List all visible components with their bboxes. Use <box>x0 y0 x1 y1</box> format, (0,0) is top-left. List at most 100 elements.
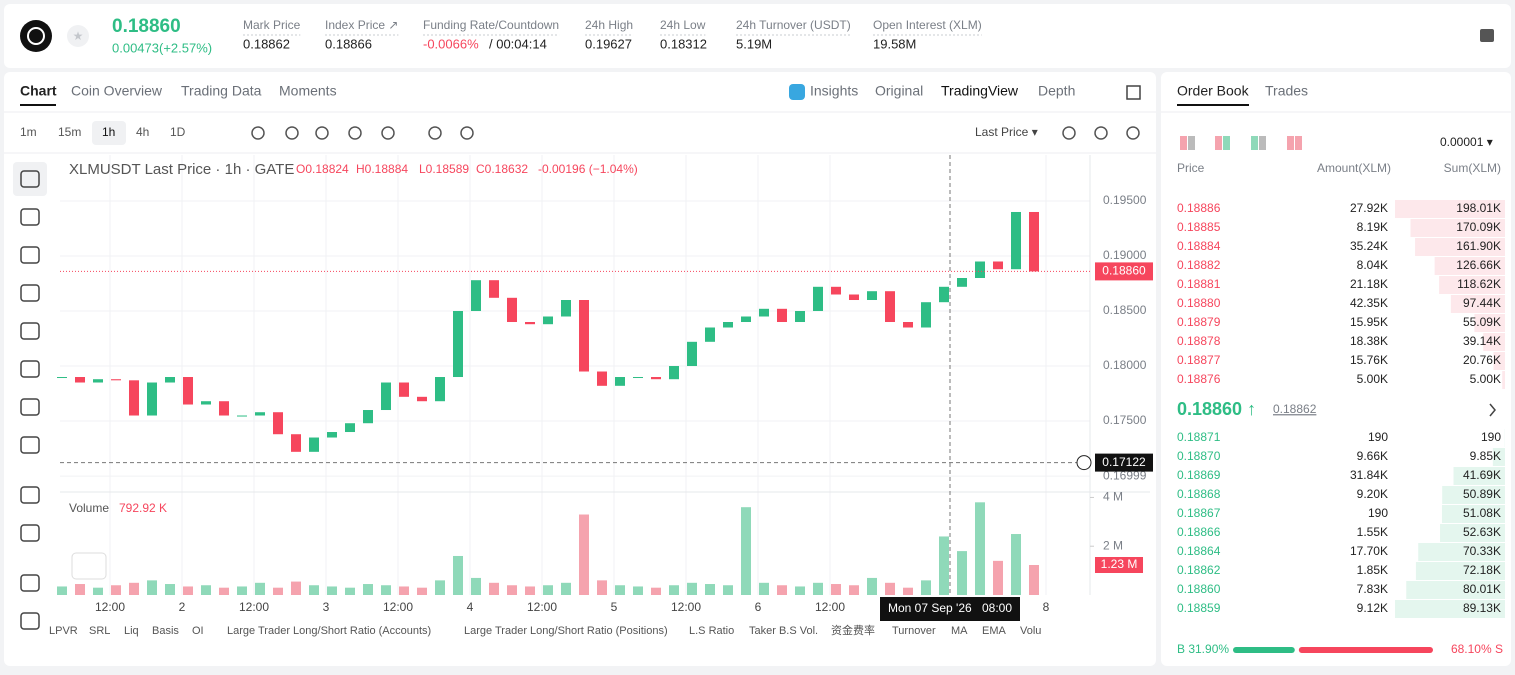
tab[interactable]: Moments <box>279 83 337 99</box>
ob-price: 0.18859 <box>1177 601 1221 615</box>
volume-bar <box>237 586 247 595</box>
indicator[interactable]: LPVR <box>49 625 78 637</box>
tab[interactable]: Trading Data <box>181 83 262 99</box>
ob-view[interactable] <box>1188 136 1195 150</box>
interval[interactable]: 1h <box>102 125 115 139</box>
ob-amount: 9.66K <box>1357 449 1388 463</box>
ob-view[interactable] <box>1215 136 1222 150</box>
indicator[interactable]: MA <box>951 625 968 637</box>
volume-bar <box>507 585 517 595</box>
tab[interactable]: Chart <box>20 83 57 99</box>
ob-sum: 9.85K <box>1470 449 1501 463</box>
candle <box>525 322 535 324</box>
sell-ratio-bar <box>1299 647 1433 653</box>
indicator[interactable]: OI <box>192 625 204 637</box>
x-tick-label: 6 <box>755 600 762 614</box>
crosshair-add[interactable] <box>1077 456 1091 470</box>
ob-price: 0.18886 <box>1177 201 1221 215</box>
ob-view[interactable] <box>1251 136 1258 150</box>
volume-bar <box>417 588 427 595</box>
candle <box>453 311 463 377</box>
volume-bar <box>939 536 949 595</box>
x-tick-label: 3 <box>323 600 330 614</box>
ob-mid-price: 0.18860 ↑ <box>1177 399 1256 419</box>
candle <box>75 377 85 383</box>
view-tab[interactable]: Depth <box>1038 83 1075 99</box>
indicator[interactable]: Large Trader Long/Short Ratio (Positions… <box>464 625 668 637</box>
indicator[interactable]: Basis <box>152 625 179 637</box>
ohlc: -0.00196 (−1.04%) <box>538 162 638 176</box>
price-source[interactable]: Last Price ▾ <box>975 125 1038 139</box>
interval[interactable]: 1m <box>20 125 37 139</box>
view-tab[interactable]: TradingView <box>941 83 1019 99</box>
indicator[interactable]: EMA <box>982 625 1007 637</box>
crosshair-price: 0.17122 <box>1102 455 1146 469</box>
ob-view[interactable] <box>1295 136 1302 150</box>
volume-bar <box>795 586 805 595</box>
menu-icon[interactable] <box>1480 29 1494 42</box>
indicator[interactable]: Liq <box>124 625 139 637</box>
indicator[interactable]: Large Trader Long/Short Ratio (Accounts) <box>227 625 431 637</box>
volume-bar <box>723 585 733 595</box>
ob-price: 0.18881 <box>1177 277 1221 291</box>
ob-precision[interactable]: 0.00001 ▾ <box>1440 135 1493 149</box>
volume-bar <box>345 588 355 595</box>
volume-tick-label: 2 M <box>1103 538 1123 552</box>
candle <box>813 287 823 311</box>
candle <box>543 317 553 325</box>
stat-value: 0.18866 <box>325 36 372 51</box>
candle <box>327 432 337 438</box>
ob-view[interactable] <box>1259 136 1266 150</box>
ob-amount: 8.19K <box>1357 220 1388 234</box>
volume-bar <box>201 585 211 595</box>
ob-view[interactable] <box>1287 136 1294 150</box>
x-tick-label: 8 <box>1043 600 1050 614</box>
indicator[interactable]: L.S Ratio <box>689 625 734 637</box>
indicator[interactable]: SRL <box>89 625 110 637</box>
buy-ratio: B 31.90% <box>1177 642 1229 656</box>
indicator[interactable]: Turnover <box>892 625 936 637</box>
ob-tab[interactable]: Order Book <box>1177 83 1250 99</box>
x-tick-label: 12:00 <box>239 600 269 614</box>
volume-bar <box>309 585 319 595</box>
ob-sum: 170.09K <box>1456 220 1501 234</box>
ob-tab[interactable]: Trades <box>1265 83 1308 99</box>
ob-sum: 80.01K <box>1463 582 1501 596</box>
indicator[interactable]: 资金费率 <box>831 623 875 637</box>
ob-amount: 17.70K <box>1350 544 1388 558</box>
ob-view[interactable] <box>1223 136 1230 150</box>
stat-value: 5.19M <box>736 36 772 51</box>
volume-bar <box>705 584 715 595</box>
ob-price: 0.18866 <box>1177 525 1221 539</box>
ob-price: 0.18879 <box>1177 315 1221 329</box>
ob-amount: 27.92K <box>1350 201 1388 215</box>
candle <box>651 377 661 379</box>
chart-title: XLMUSDT Last Price · 1h · GATE <box>69 161 294 178</box>
ob-sum: 51.08K <box>1463 506 1501 520</box>
indicator[interactable]: Taker B.S Vol. <box>749 625 818 637</box>
interval[interactable]: 4h <box>136 125 149 139</box>
interval[interactable]: 1D <box>170 125 186 139</box>
candle <box>201 401 211 404</box>
indicator[interactable]: Volu <box>1020 625 1041 637</box>
volume-bar <box>147 580 157 595</box>
candle <box>93 379 103 382</box>
volume-bar <box>813 583 823 595</box>
volume-title: Volume <box>69 501 109 515</box>
volume-bar <box>651 588 661 595</box>
volume-bar <box>399 586 409 595</box>
candle <box>579 300 589 372</box>
ob-view[interactable] <box>1180 136 1187 150</box>
tab[interactable]: Coin Overview <box>71 83 163 99</box>
view-tab[interactable]: Original <box>875 83 923 99</box>
ob-price: 0.18862 <box>1177 563 1221 577</box>
ob-amount: 1.55K <box>1357 525 1388 539</box>
ob-sum: 55.09K <box>1463 315 1501 329</box>
ob-amount: 42.35K <box>1350 296 1388 310</box>
view-tab[interactable]: Insights <box>810 83 858 99</box>
candle <box>975 261 985 278</box>
ob-sum: 5.00K <box>1470 372 1501 386</box>
interval[interactable]: 15m <box>58 125 81 139</box>
ohlc: L0.18589 <box>419 162 469 176</box>
stat-label: Mark Price <box>243 18 301 32</box>
